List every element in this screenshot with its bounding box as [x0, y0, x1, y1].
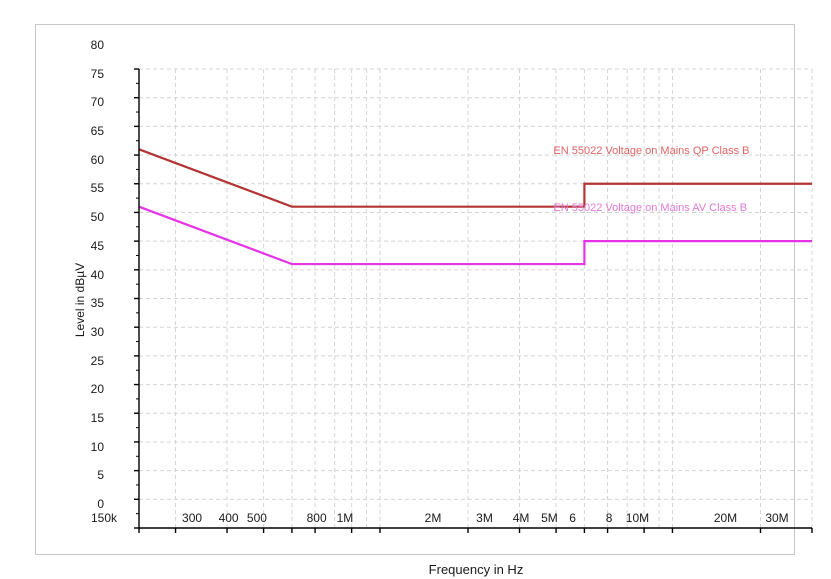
horizontal-gridlines	[139, 68, 812, 500]
y-tick-label: 0	[97, 497, 104, 511]
y-tick-label: 70	[90, 95, 104, 110]
x-tick-label: 4M	[512, 511, 530, 525]
x-tick-label: 8	[605, 511, 613, 525]
y-tick-label: 45	[90, 238, 104, 253]
y-tick-label: 20	[90, 382, 104, 397]
y-tick-label: 25	[90, 353, 104, 368]
y-tick-label: 60	[90, 152, 104, 167]
x-tick-label: 20M	[713, 511, 738, 525]
y-tick-label: 55	[90, 181, 104, 196]
y-tick-label: 15	[90, 410, 104, 425]
x-tick-label: 10M	[625, 511, 650, 525]
x-tick-label: 6	[569, 511, 576, 525]
y-axis-title: Level in dBµV	[73, 262, 87, 338]
x-tick-label: 30M	[765, 511, 789, 525]
grid-layer	[139, 68, 813, 528]
axes-layer	[134, 68, 813, 533]
series-label-0: EN 55022 Voltage on Mains QP Class B	[553, 144, 750, 157]
x-tick-label: 300	[182, 511, 203, 525]
y-tick-label: 10	[90, 439, 104, 454]
y-tick-label: 40	[90, 267, 104, 282]
axis-lines	[138, 69, 812, 529]
x-tick-label: 500	[246, 511, 267, 525]
y-tick-label: 35	[90, 296, 104, 311]
vertical-gridlines	[175, 69, 813, 528]
x-tick-label: 800	[306, 511, 327, 525]
tick-marks	[134, 68, 813, 533]
y-tick-label: 30	[90, 324, 104, 339]
x-tick-label: 5M	[541, 511, 558, 525]
chart-panel: 0 5 10 15 20 25 30 35 40 45 50 55 60 65 70 75 80 150k 300…	[35, 24, 813, 577]
x-tick-label: 150k	[90, 511, 118, 525]
x-tick-label: 2M	[424, 511, 442, 525]
series-layer	[138, 148, 812, 266]
x-tick-label: 3M	[476, 511, 493, 525]
y-tick-label: 75	[90, 66, 104, 81]
x-tick-label: 1M	[336, 511, 354, 525]
x-tick-label: 400	[218, 511, 239, 525]
series-label-1: EN 55022 Voltage on Mains AV Class B	[553, 201, 748, 214]
y-tick-label: 80	[90, 38, 104, 52]
x-axis-title: Frequency in Hz	[428, 562, 524, 577]
y-tick-label: 5	[97, 468, 104, 483]
y-tick-label: 50	[90, 210, 104, 225]
y-tick-label: 65	[90, 124, 104, 139]
